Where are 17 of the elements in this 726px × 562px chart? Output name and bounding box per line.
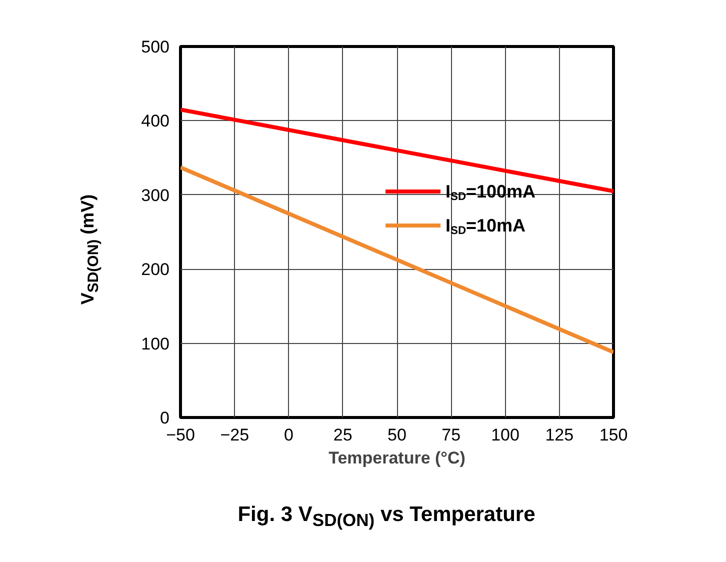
x-tick-label: 125 [545,426,574,444]
y-tick-label: 0 [160,408,170,428]
x-tick-label: 75 [442,426,461,444]
x-tick-label: 25 [333,426,352,444]
y-tick-label: 500 [141,38,170,56]
text: Fig. 3 V$_{SD(ON)}$ vs Temperature [236,502,536,532]
x-tick-label: −25 [220,426,250,444]
y-tick-label: 300 [141,186,170,205]
x-tick-label: 150 [599,426,628,444]
x-tick-label: 100 [491,426,520,444]
y-tick-label: 200 [141,260,170,280]
y-tick-label: 100 [141,334,170,354]
x-tick-label: 0 [284,426,294,444]
y-tick-label: 400 [141,112,170,131]
x-tick-label: 50 [388,426,406,444]
x-axis-title: Temperature (°C) [328,448,466,468]
x-tick-label: −50 [166,426,195,444]
